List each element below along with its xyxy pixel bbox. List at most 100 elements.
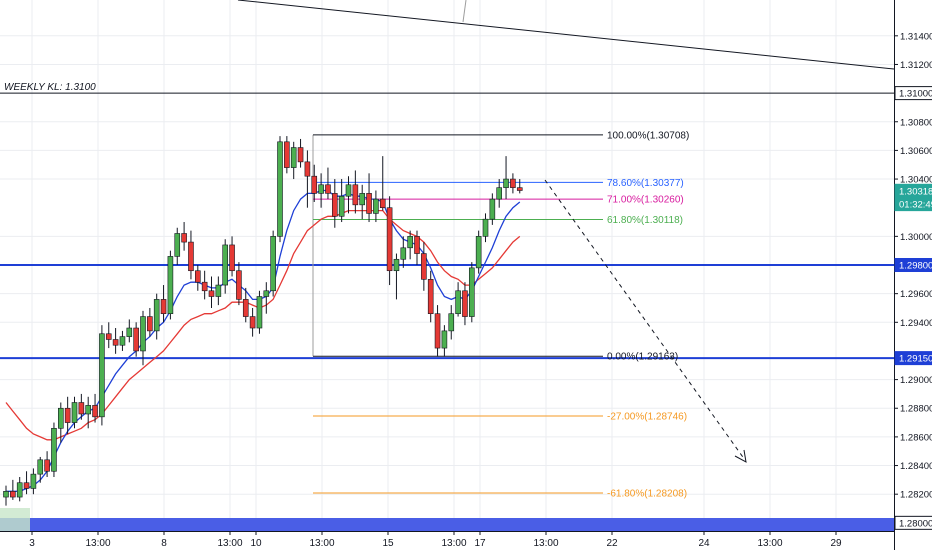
candle-bearish[interactable]	[284, 141, 290, 168]
candle-bearish[interactable]	[516, 187, 523, 191]
candle-bearish[interactable]	[105, 333, 112, 340]
price-tick-label: 1.28200	[900, 490, 932, 501]
candle-bullish[interactable]	[99, 333, 105, 418]
candle-bullish[interactable]	[57, 407, 64, 429]
candle-bearish[interactable]	[10, 491, 16, 498]
candle-bullish[interactable]	[140, 316, 146, 352]
candle-bullish[interactable]	[400, 247, 407, 260]
candle-bearish[interactable]	[352, 184, 359, 206]
price-badge[interactable]	[894, 258, 932, 272]
candle-bullish[interactable]	[455, 290, 461, 315]
candle-bearish[interactable]	[427, 279, 434, 315]
candle-bullish[interactable]	[37, 459, 44, 475]
candle-bearish[interactable]	[236, 270, 242, 300]
candle-bullish[interactable]	[441, 330, 448, 349]
candle-bearish[interactable]	[188, 241, 194, 272]
candle-bullish[interactable]	[277, 141, 283, 237]
candle-bullish[interactable]	[16, 482, 23, 498]
candle-bearish[interactable]	[414, 236, 420, 254]
time-tick-label: 13:00	[533, 538, 558, 549]
price-badge[interactable]	[894, 86, 932, 101]
candle-bullish[interactable]	[345, 184, 352, 197]
candle-bullish[interactable]	[393, 258, 400, 272]
candle-bullish[interactable]	[174, 233, 181, 257]
candle-bearish[interactable]	[78, 402, 85, 415]
candle-bearish[interactable]	[181, 233, 187, 243]
candle-bearish[interactable]	[160, 299, 167, 315]
time-tick-label: 29	[830, 538, 842, 549]
candle-bullish[interactable]	[318, 184, 324, 194]
candle-bullish[interactable]	[338, 195, 345, 217]
price-badge[interactable]	[894, 197, 932, 212]
candle-bullish[interactable]	[3, 491, 9, 498]
price-badge[interactable]	[894, 351, 932, 366]
trend-line-marker	[462, 0, 467, 23]
candle-bearish[interactable]	[44, 459, 50, 472]
price-badge-label: 1.30318	[899, 186, 932, 197]
candle-bullish[interactable]	[126, 327, 133, 337]
candle-bearish[interactable]	[421, 253, 427, 280]
candle-bullish[interactable]	[119, 336, 126, 346]
price-badge-label: 1.29150	[899, 354, 932, 365]
candle-bullish[interactable]	[503, 178, 509, 188]
price-badge-label: 1.29800	[899, 261, 932, 272]
candle-bullish[interactable]	[167, 256, 174, 315]
candle-bearish[interactable]	[510, 178, 516, 188]
candle-bullish[interactable]	[222, 244, 228, 286]
price-tick-label: 1.28800	[900, 404, 932, 415]
candle-bearish[interactable]	[304, 161, 311, 177]
candle-bearish[interactable]	[133, 327, 139, 352]
candle-bearish[interactable]	[386, 207, 393, 272]
candle-bullish[interactable]	[30, 473, 37, 489]
candle-bearish[interactable]	[92, 405, 98, 418]
candle-bullish[interactable]	[359, 193, 366, 206]
candle-bullish[interactable]	[475, 236, 482, 269]
candle-bullish[interactable]	[482, 218, 489, 237]
candle-bullish[interactable]	[407, 236, 413, 249]
candle-bullish[interactable]	[468, 267, 475, 317]
fib-level-label: 0.00%(1.29163)	[607, 352, 678, 363]
trend-line[interactable]	[237, 0, 895, 70]
candle-bullish[interactable]	[215, 284, 222, 297]
candle-bearish[interactable]	[147, 316, 153, 332]
price-badge[interactable]	[894, 515, 932, 530]
candle-bearish[interactable]	[297, 147, 304, 163]
candle-bullish[interactable]	[51, 427, 57, 472]
candle-bearish[interactable]	[112, 339, 119, 346]
candle-bullish[interactable]	[290, 147, 297, 168]
price-tick-label: 1.29400	[900, 318, 932, 329]
price-tick-label: 1.31400	[900, 31, 932, 42]
candle-bullish[interactable]	[270, 236, 276, 292]
candle-bullish[interactable]	[71, 402, 78, 423]
candle-bearish[interactable]	[311, 175, 318, 194]
candle-bearish[interactable]	[64, 407, 71, 423]
candle-bullish[interactable]	[256, 296, 263, 329]
candle-bearish[interactable]	[331, 193, 338, 217]
candle-bullish[interactable]	[489, 198, 496, 220]
projection-arrow-line[interactable]	[544, 179, 746, 461]
candle-bearish[interactable]	[229, 244, 235, 272]
candle-bullish[interactable]	[496, 187, 503, 200]
candle-bearish[interactable]	[195, 270, 201, 283]
candle-bearish[interactable]	[366, 193, 372, 214]
candle-bearish[interactable]	[325, 184, 331, 194]
projection-arrow-head	[734, 449, 747, 463]
candle-bearish[interactable]	[23, 482, 30, 489]
candle-bearish[interactable]	[201, 281, 208, 292]
price-badge-label: 1.28000	[899, 518, 932, 529]
candle-bullish[interactable]	[373, 198, 379, 214]
price-tick-label: 1.30400	[900, 175, 932, 186]
date-range-highlight	[0, 508, 30, 531]
candle-bearish[interactable]	[242, 299, 249, 317]
candle-bearish[interactable]	[379, 198, 386, 209]
candle-bearish[interactable]	[462, 290, 468, 317]
candle-bullish[interactable]	[85, 405, 91, 415]
candle-bearish[interactable]	[249, 316, 256, 329]
candle-bearish[interactable]	[434, 313, 441, 349]
candle-bearish[interactable]	[208, 290, 215, 297]
candle-bullish[interactable]	[448, 313, 455, 332]
candle-bullish[interactable]	[153, 299, 160, 332]
candle-bullish[interactable]	[263, 290, 270, 297]
